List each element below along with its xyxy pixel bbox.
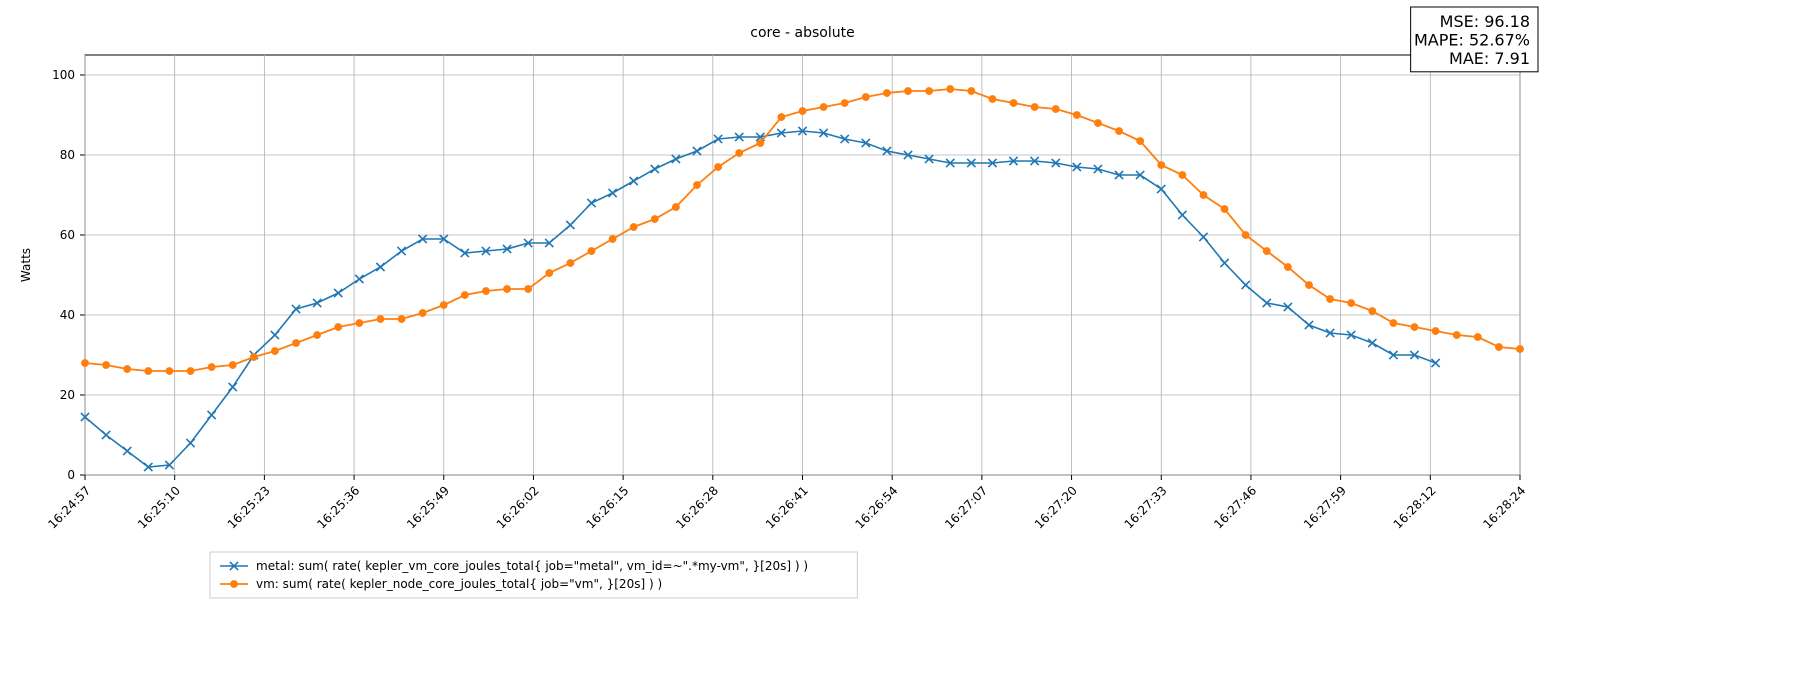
svg-text:60: 60	[60, 228, 75, 242]
svg-text:40: 40	[60, 308, 75, 322]
legend-item-label: vm: sum( rate( kepler_node_core_joules_t…	[256, 577, 662, 591]
stats-line: MSE: 96.18	[1440, 12, 1530, 31]
chart-svg: 02040608010016:24:5716:25:1016:25:2316:2…	[0, 0, 1800, 700]
svg-text:0: 0	[67, 468, 75, 482]
chart-container: 02040608010016:24:5716:25:1016:25:2316:2…	[0, 0, 1800, 700]
svg-text:100: 100	[52, 68, 75, 82]
chart-title: core - absolute	[750, 25, 854, 41]
stats-line: MAE: 7.91	[1449, 49, 1530, 68]
svg-text:20: 20	[60, 388, 75, 402]
legend-item-label: metal: sum( rate( kepler_vm_core_joules_…	[256, 559, 808, 573]
y-axis-label: Watts	[19, 248, 33, 282]
svg-text:80: 80	[60, 148, 75, 162]
stats-line: MAPE: 52.67%	[1414, 30, 1530, 49]
